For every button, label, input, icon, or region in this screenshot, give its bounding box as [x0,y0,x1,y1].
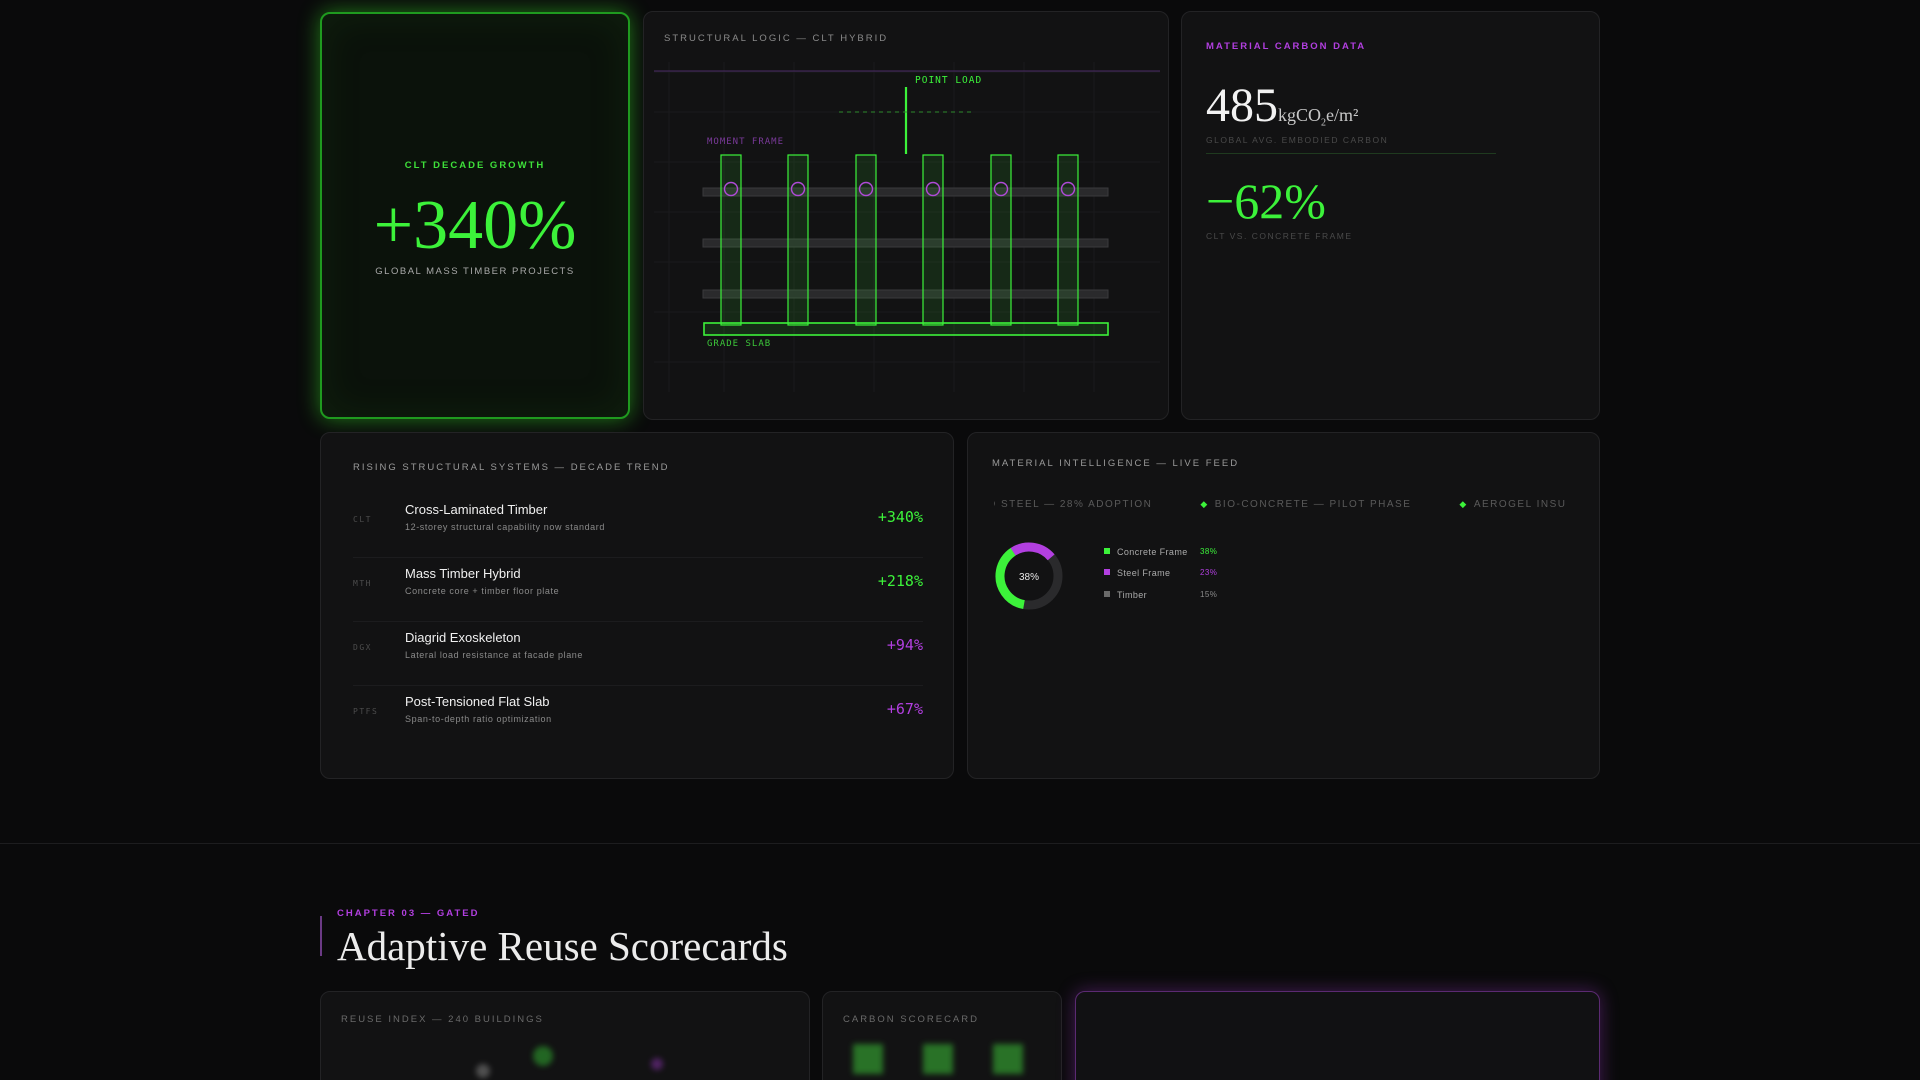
column [990,154,1012,326]
legend-label: Timber [1117,590,1148,600]
legend-swatch [1104,548,1110,554]
trend-row[interactable]: PTFS Post-Tensioned Flat Slab Span-to-de… [353,686,923,750]
system-name: Cross-Laminated Timber [405,502,548,517]
hero-label: CLT DECADE GROWTH [404,160,546,171]
hero-subtitle: GLOBAL MASS TIMBER PROJECTS [375,266,575,277]
embodied-carbon-value: 485kgCO2e/m² [1206,78,1358,133]
column [787,154,809,326]
carbon-scorecard-card[interactable]: CARBON SCORECARD [822,991,1062,1080]
system-growth: +67% [886,700,923,718]
steel-frame-arc [995,542,1063,610]
ticker-item: BIO-CONCRETE — PILOT PHASE [1214,499,1412,508]
decade-trend-card: RISING STRUCTURAL SYSTEMS — DECADE TREND… [320,432,954,779]
legend-label: Steel Frame [1117,568,1171,578]
system-desc: Span-to-depth ratio optimization [405,714,552,724]
material-carbon-card: MATERIAL CARBON DATA 485kgCO2e/m² GLOBAL… [1181,11,1600,420]
grade-slab [703,322,1109,336]
trend-row[interactable]: CLT Cross-Laminated Timber 12-storey str… [353,494,923,558]
donut-center-label: 38% [1019,572,1039,583]
divider [1206,153,1496,154]
structural-diagram [654,62,1160,392]
clt-growth-card: CLT DECADE GROWTH +340% GLOBAL MASS TIMB… [320,12,630,419]
clt-reduction-value: −62% [1206,173,1326,229]
reuse-index-card[interactable]: REUSE INDEX — 240 BUILDINGS [320,991,810,1080]
diamond-icon: ◆ [1200,499,1209,508]
legend-swatch [1104,569,1110,575]
trend-row[interactable]: DGX Diagrid Exoskeleton Lateral load res… [353,622,923,686]
carbon-title: MATERIAL CARBON DATA [1206,41,1367,52]
score-title: CARBON SCORECARD [843,1014,979,1025]
structural-logic-card: STRUCTURAL LOGIC — CLT HYBRID POINT LOAD… [643,11,1169,420]
live-ticker: D STEEL — 28% ADOPTION ◆ BIO-CONCRETE — PI… [994,494,1576,508]
feed-title: MATERIAL INTELLIGENCE — LIVE FEED [992,458,1240,469]
legend-concrete: Concrete Frame 38% [1104,547,1217,557]
system-desc: Concrete core + timber floor plate [405,586,560,596]
legend-steel: Steel Frame 23% [1104,568,1217,578]
system-name: Diagrid Exoskeleton [405,630,521,645]
legend-timber: Timber 15% [1104,590,1217,600]
blurred-bar [993,1044,1023,1074]
column [1057,154,1079,326]
carbon-number: 485 [1206,79,1278,132]
structural-title: STRUCTURAL LOGIC — CLT HYBRID [664,33,889,44]
legend-pct: 38% [1200,547,1218,556]
embodied-carbon-label: GLOBAL AVG. EMBODIED CARBON [1206,135,1389,145]
material-share-donut: 38% [995,542,1063,610]
hero-value: +340% [373,187,577,264]
ticker-item: AEROGEL INSU [1473,499,1567,508]
blurred-bar [853,1044,883,1074]
unit-post: e/m² [1326,105,1359,125]
reuse-title: REUSE INDEX — 240 BUILDINGS [341,1014,544,1025]
grade-slab-label: GRADE SLAB [707,339,772,349]
ticker-item: D STEEL — 28% ADOPTION [994,499,1153,508]
blurred-bar [923,1044,953,1074]
system-growth: +94% [886,636,923,654]
system-code: PTFS [353,707,379,716]
system-name: Mass Timber Hybrid [405,566,521,581]
point-load-label: POINT LOAD [915,75,983,86]
concrete-frame-arc [995,542,1063,610]
legend-label: Concrete Frame [1117,547,1188,557]
blurred-marker [651,1058,663,1070]
column [922,154,944,326]
unit-sub: 2 [1321,117,1327,129]
system-growth: +340% [877,508,923,526]
chapter-eyebrow: CHAPTER 03 — GATED [337,908,480,919]
column [855,154,877,326]
gated-content-card[interactable] [1075,991,1600,1080]
trend-row[interactable]: MTH Mass Timber Hybrid Concrete core + t… [353,558,923,622]
column [720,154,742,326]
legend-pct: 15% [1200,590,1218,599]
material-intelligence-card: MATERIAL INTELLIGENCE — LIVE FEED D STEE… [967,432,1600,779]
moment-frame-label: MOMENT FRAME [707,137,785,147]
system-code: DGX [353,643,372,652]
blurred-marker [476,1064,490,1078]
system-code: CLT [353,515,372,524]
chapter-accent-bar [320,916,322,956]
system-name: Post-Tensioned Flat Slab [405,694,550,709]
carbon-unit: kgCO2e/m² [1278,105,1359,129]
system-desc: 12-storey structural capability now stan… [405,522,605,532]
chapter-title: Adaptive Reuse Scorecards [337,923,788,969]
diamond-icon: ◆ [1459,499,1468,508]
system-growth: +218% [877,572,923,590]
clt-reduction-label: CLT VS. CONCRETE FRAME [1206,231,1353,241]
blurred-marker [533,1046,553,1066]
legend-pct: 23% [1200,568,1218,577]
unit-pre: kgCO [1278,105,1322,125]
system-desc: Lateral load resistance at facade plane [405,650,584,660]
section-divider [0,843,1920,844]
trend-title: RISING STRUCTURAL SYSTEMS — DECADE TREND [353,462,670,473]
system-code: MTH [353,579,372,588]
legend-swatch [1104,591,1110,597]
